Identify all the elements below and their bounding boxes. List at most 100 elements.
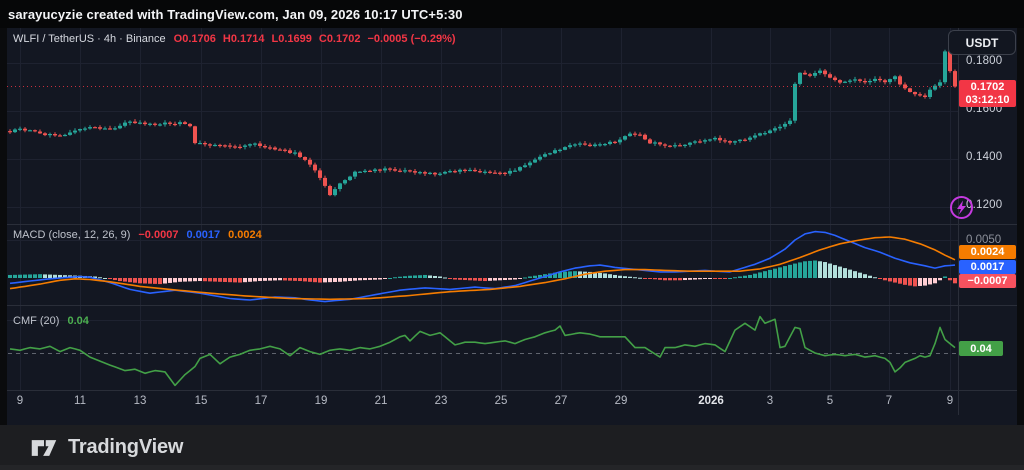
macd-histogram-bar: [488, 278, 492, 281]
candle-body: [333, 189, 337, 196]
candle-body: [443, 171, 447, 174]
candle-body: [308, 159, 312, 165]
chart-left-margin: [0, 28, 7, 425]
candle-body: [608, 141, 612, 144]
time-axis-label: 17: [254, 395, 268, 407]
macd-histogram-bar: [43, 274, 47, 278]
candle-body: [828, 74, 832, 78]
candle-body: [758, 133, 762, 136]
candle-body: [643, 134, 647, 140]
chart-panel[interactable]: [7, 28, 1017, 425]
candle-body: [818, 70, 822, 73]
macd-histogram-bar: [283, 278, 287, 281]
tradingview-wordmark[interactable]: TradingView: [68, 436, 184, 458]
candle-body: [833, 77, 837, 80]
macd-histogram-bar: [668, 278, 672, 281]
macd-line-value: 0.0017: [186, 229, 221, 241]
macd-histogram-bar: [323, 278, 327, 283]
macd-histogram-bar: [803, 261, 807, 278]
candle-body: [893, 76, 897, 80]
candle-body: [898, 76, 902, 85]
candle-body: [493, 172, 497, 174]
candle-body: [343, 180, 347, 184]
price-change: −0.0005 (−0.29%): [367, 33, 456, 45]
macd-histogram-bar: [303, 278, 307, 282]
macd-histogram-bar: [63, 275, 67, 278]
candle-body: [408, 170, 412, 172]
macd-histogram-bar: [538, 274, 542, 278]
macd-histogram-bar: [473, 278, 477, 281]
candle-body: [683, 144, 687, 146]
candle-body: [458, 169, 462, 172]
time-axis-label: 25: [494, 395, 508, 407]
macd-histogram-bar: [893, 278, 897, 283]
boost-lightning-icon[interactable]: [949, 195, 974, 220]
candle-body: [418, 172, 422, 174]
candle-body: [178, 122, 182, 125]
candle-body: [688, 142, 692, 145]
macd-histogram-bar: [633, 277, 637, 279]
candle-body: [723, 140, 727, 142]
candle-body: [868, 81, 872, 83]
macd-histogram-bar: [608, 274, 612, 278]
candle-body: [198, 143, 202, 145]
candle-body: [753, 135, 757, 138]
ohlc-low: L0.1699: [271, 33, 312, 45]
macd-histogram-bar: [453, 278, 457, 280]
macd-histogram-bar: [913, 278, 917, 287]
candle-body: [158, 124, 162, 126]
currency-toggle-button[interactable]: USDT: [948, 30, 1016, 55]
time-axis[interactable]: 9 11 13 15 17 19 21 23 25 27 29 2026 3 5 7 9: [0, 392, 1017, 414]
tradingview-logo-icon[interactable]: [30, 437, 58, 459]
candle-body: [453, 171, 457, 173]
macd-histogram-bar: [528, 276, 532, 278]
macd-histogram-bar: [448, 278, 452, 279]
macd-histogram-bar: [663, 278, 667, 281]
macd-histogram-bar: [18, 274, 22, 278]
macd-histogram-bar: [498, 278, 502, 281]
candle-body: [153, 123, 157, 125]
candle-body: [788, 120, 792, 124]
macd-histogram-bar: [153, 278, 157, 284]
candle-body: [873, 78, 877, 81]
macd-histogram-bar: [363, 278, 367, 281]
candle-body: [923, 95, 927, 97]
candle-body: [208, 144, 212, 146]
candle-body: [373, 169, 377, 172]
candle-body: [188, 123, 192, 127]
candle-body: [588, 144, 592, 147]
candle-body: [203, 143, 207, 145]
symbol-title: WLFI / TetherUS · 4h · Binance: [13, 33, 166, 45]
macd-histogram-bar: [478, 278, 482, 281]
time-axis-label: 13: [133, 395, 147, 407]
candle-body: [148, 123, 152, 125]
candle-body: [338, 183, 342, 189]
candle-body: [738, 139, 742, 142]
candle-body: [263, 146, 267, 148]
candle-body: [718, 137, 722, 141]
candle-body: [63, 134, 67, 137]
macd-histogram-bar: [688, 278, 692, 280]
macd-histogram-bar: [818, 261, 822, 278]
candle-body: [573, 144, 577, 146]
macd-histogram-bar: [503, 278, 507, 281]
macd-histogram-bar: [368, 278, 372, 280]
macd-histogram-bar: [268, 278, 272, 281]
ohlc-open: O0.1706: [173, 33, 216, 45]
candle-body: [523, 165, 527, 168]
price-axis[interactable]: 0.0050 0.1702 03:12:10 0.0024 0.0017 −0.…: [958, 28, 1017, 415]
macd-histogram-bar: [793, 263, 797, 278]
macd-histogram-bar: [638, 277, 642, 279]
macd-histogram-bar: [898, 278, 902, 284]
macd-histogram-bar: [428, 275, 432, 278]
macd-histogram-bar: [353, 278, 357, 281]
macd-line: [9, 230, 956, 303]
macd-histogram-bar: [858, 272, 862, 278]
macd-histogram-bar: [438, 276, 442, 278]
candle-body: [568, 145, 572, 148]
macd-histogram-bar: [408, 275, 412, 278]
candle-body: [508, 170, 512, 174]
candle-body: [533, 159, 537, 163]
macd-histogram-bar: [718, 278, 722, 279]
